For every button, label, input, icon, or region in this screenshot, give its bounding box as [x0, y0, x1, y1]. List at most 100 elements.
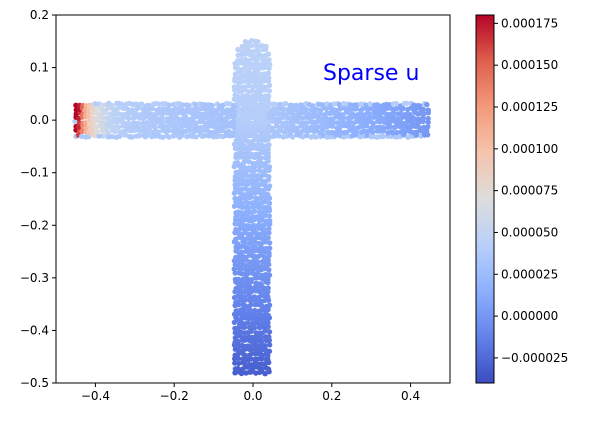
scatter-point: [139, 101, 145, 107]
scatter-point: [122, 132, 129, 138]
scatter-point: [255, 259, 261, 265]
scatter-point: [258, 194, 265, 201]
scatter-point: [350, 111, 356, 118]
scatter-point: [303, 124, 310, 131]
scatter-point: [241, 143, 247, 149]
scatter-point: [283, 120, 289, 126]
scatter-point: [255, 231, 261, 237]
colorbar-tick-label: 0.000175: [501, 16, 558, 30]
scatter-point: [289, 134, 296, 140]
scatter-point: [293, 102, 299, 109]
scatter-point: [350, 125, 357, 131]
scatter-point: [203, 115, 209, 121]
scatter-point: [256, 214, 262, 220]
x-tick-label: 0.2: [322, 389, 341, 403]
scatter-point: [155, 129, 162, 135]
scatter-point: [242, 352, 248, 358]
scatter-point: [252, 223, 258, 229]
x-axis: −0.4 −0.2 0.0 0.2 0.4: [81, 383, 420, 403]
scatter-point: [219, 127, 225, 134]
scatter-point: [424, 101, 430, 108]
scatter-point: [245, 311, 251, 317]
scatter-point: [370, 124, 376, 130]
scatter-point: [96, 133, 102, 139]
scatter-point: [265, 366, 272, 372]
scatter-point: [283, 101, 289, 107]
scatter-point: [226, 128, 232, 135]
scatter-point: [266, 213, 272, 219]
scatter-point: [135, 120, 142, 127]
scatter-point: [152, 133, 159, 139]
scatter-point: [262, 78, 268, 84]
scatter-point: [387, 123, 393, 130]
scatter-point: [245, 67, 252, 73]
scatter-point: [246, 57, 252, 64]
scatter-point: [276, 133, 282, 139]
scatter-point: [255, 39, 261, 45]
colorbar-tick-label: 0.000025: [501, 267, 558, 281]
scatter-point: [252, 307, 258, 314]
scatter-point: [129, 134, 135, 140]
scatter-point: [424, 128, 430, 134]
scatter-point: [347, 102, 354, 108]
scatter-point: [255, 47, 261, 54]
scatter-point: [266, 226, 272, 232]
scatter-point: [380, 125, 387, 131]
scatter-point: [410, 115, 416, 121]
scatter-point: [238, 329, 244, 335]
scatter-point: [323, 105, 330, 112]
scatter-point: [266, 250, 272, 256]
scatter-point: [266, 205, 272, 211]
scatter-point: [266, 142, 272, 148]
scatter-point: [316, 116, 323, 122]
scatter-point: [238, 71, 244, 77]
scatter-point: [265, 285, 271, 291]
scatter-point: [219, 107, 225, 113]
scatter-point: [231, 190, 238, 196]
scatter-point: [297, 110, 303, 117]
scatter-point: [186, 127, 192, 134]
scatter-point: [267, 245, 273, 251]
scatter-point: [206, 119, 212, 125]
scatter-point: [265, 150, 271, 156]
scatter-point: [313, 106, 319, 113]
scatter-point: [266, 164, 273, 170]
scatter-point: [294, 107, 300, 113]
scatter-point: [239, 200, 245, 206]
scatter-point: [393, 100, 400, 107]
scatter-point: [245, 105, 251, 112]
x-tick-label: 0.4: [401, 389, 420, 403]
scatter-point: [380, 133, 386, 140]
scatter-point: [364, 123, 370, 129]
scatter-point: [259, 366, 265, 372]
scatter-point: [313, 123, 319, 130]
scatter-point: [255, 312, 261, 319]
scatter-point: [239, 249, 245, 255]
scatter-point: [265, 97, 271, 104]
scatter-point: [186, 102, 192, 109]
scatter-point: [367, 101, 373, 107]
scatter-point: [152, 124, 158, 131]
scatter-point: [235, 365, 241, 372]
scatter-point: [209, 102, 215, 109]
scatter-point: [366, 111, 373, 117]
scatter-point: [255, 201, 262, 207]
scatter-point: [245, 98, 251, 104]
scatter-point: [266, 334, 272, 340]
scatter-point: [73, 102, 79, 109]
scatter-point: [259, 204, 265, 211]
scatter-point: [235, 100, 241, 107]
scatter-point: [234, 159, 241, 166]
scatter-point: [235, 46, 241, 53]
scatter-point: [258, 120, 265, 126]
scatter-point: [258, 93, 265, 99]
y-tick-label: −0.1: [20, 166, 49, 180]
scatter-point: [357, 134, 363, 140]
scatter-point: [266, 342, 273, 348]
scatter-point: [394, 129, 400, 136]
scatter-point: [266, 183, 273, 189]
scatter-point: [261, 297, 268, 304]
scatter-point: [376, 103, 383, 109]
scatter-point: [262, 343, 268, 349]
